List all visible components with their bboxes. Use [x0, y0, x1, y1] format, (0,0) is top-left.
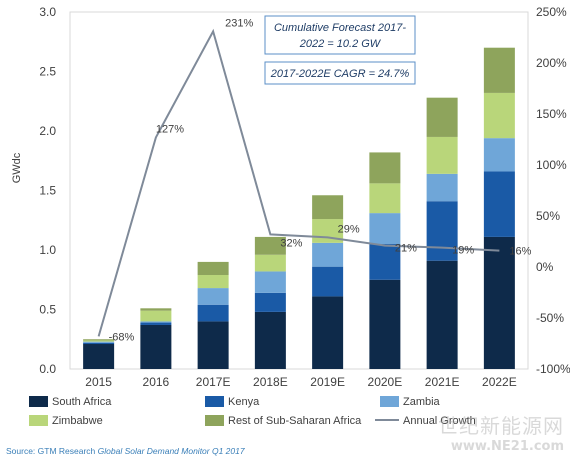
y-left-tick-label: 0.5	[39, 303, 56, 317]
bar-2018e-series-5	[254, 236, 286, 255]
bar-2020e-series-5	[369, 152, 401, 184]
bar-2015-series-4	[83, 340, 115, 342]
growth-label: 127%	[156, 123, 184, 135]
growth-label: 32%	[280, 237, 302, 249]
legend-label: Kenya	[228, 396, 260, 408]
y-right-tick-label: 0%	[536, 260, 554, 274]
y-left-tick-label: 1.5	[39, 184, 56, 198]
growth-label: 231%	[225, 17, 253, 29]
x-tick-label: 2016	[143, 375, 170, 389]
bar-2018e-series-4	[254, 254, 286, 272]
bar-2020e-series-3	[369, 213, 401, 245]
bar-2019e-series-3	[312, 242, 344, 267]
annotation-box-forecast: Cumulative Forecast 2017- 2022 = 10.2 GW	[264, 15, 416, 55]
growth-label: 19%	[452, 245, 474, 257]
y-left-tick-label: 2.0	[39, 124, 56, 138]
bar-2015-series-5	[83, 339, 115, 341]
bar-2022e-series-2	[483, 171, 515, 237]
legend-label: Rest of Sub-Saharan Africa	[228, 415, 362, 427]
legend-swatch	[205, 396, 224, 407]
bar-2022e-series-1	[483, 236, 515, 369]
y-right-tick-label: 200%	[536, 56, 567, 70]
bar-2017e-series-5	[197, 261, 229, 275]
bar-2019e-series-2	[312, 266, 344, 297]
bar-2016-series-1	[140, 324, 172, 369]
bar-2019e-series-1	[312, 296, 344, 369]
legend-swatch	[380, 396, 399, 407]
bar-2017e-series-2	[197, 304, 229, 322]
x-tick-label: 2019E	[310, 375, 345, 389]
x-tick-label: 2015	[85, 375, 112, 389]
bar-2020e-series-4	[369, 183, 401, 214]
legend-swatch	[29, 415, 48, 426]
y-right-tick-label: 150%	[536, 107, 567, 121]
legend-label: Annual Growth	[403, 415, 476, 427]
bar-2017e-series-1	[197, 321, 229, 369]
bar-2021e-series-4	[426, 136, 458, 174]
watermark-url: www.NE21.com	[450, 439, 564, 454]
bar-2021e-series-2	[426, 201, 458, 261]
x-tick-label: 2018E	[253, 375, 288, 389]
y-right-tick-label: -100%	[536, 362, 570, 376]
y-left-tick-label: 0.0	[39, 362, 56, 376]
bar-2020e-series-1	[369, 279, 401, 369]
y-left-tick-label: 2.5	[39, 65, 56, 79]
legend-swatch	[29, 396, 48, 407]
growth-label: 21%	[395, 243, 417, 255]
source-note: Source: GTM Research Global Solar Demand…	[6, 446, 245, 456]
axes: 0.0 0.5 1.0 1.5 2.0 2.5 3.0 -100% -50% 0% 50% 100% 1…	[39, 5, 570, 389]
growth-line-path	[97, 28, 500, 337]
bar-2016-series-4	[140, 310, 172, 322]
annotation-box-cagr: 2017-2022E CAGR = 24.7%	[264, 61, 416, 85]
growth-label: 16%	[509, 246, 531, 258]
bar-2018e-series-1	[254, 311, 286, 369]
bar-2021e-series-3	[426, 173, 458, 202]
y-right-tick-label: -50%	[536, 311, 564, 325]
legend: South Africa Kenya Zambia Zimbabwe Rest of S…	[29, 396, 476, 427]
annotation-cagr: 2017-2022E CAGR = 24.7%	[270, 68, 410, 80]
source-title: Global Solar Demand Monitor Q1 2017	[97, 446, 245, 456]
bar-2020e-series-2	[369, 244, 401, 280]
bar-2016-series-2	[140, 322, 172, 325]
x-tick-label: 2022E	[482, 375, 517, 389]
bar-2017e-series-3	[197, 288, 229, 305]
watermark-text: 世纪新能源网	[438, 414, 564, 438]
bar-2015-series-1	[83, 344, 115, 369]
legend-label: South Africa	[52, 396, 112, 408]
y-right-tick-label: 250%	[536, 5, 567, 19]
legend-swatch	[205, 415, 224, 426]
y-left-tick-label: 3.0	[39, 5, 56, 19]
annotation-forecast-line-2: 2022 = 10.2 GW	[299, 38, 382, 50]
bar-2016-series-5	[140, 308, 172, 311]
bar-2016-series-3	[140, 321, 172, 323]
bar-2021e-series-5	[426, 97, 458, 137]
bar-2018e-series-3	[254, 271, 286, 293]
y-left-tick-label: 1.0	[39, 243, 56, 257]
legend-label: Zimbabwe	[52, 415, 103, 427]
bar-2021e-series-1	[426, 260, 458, 369]
y-right-tick-label: 50%	[536, 209, 560, 223]
y-axis-left-label: GWdc	[11, 152, 23, 183]
growth-label: -68%	[109, 331, 135, 343]
watermark: 世纪新能源网 www.NE21.com	[438, 410, 564, 454]
bar-2018e-series-2	[254, 292, 286, 312]
growth-label: 29%	[338, 223, 360, 235]
bar-2022e-series-5	[483, 47, 515, 93]
bar-2015-series-2	[83, 342, 115, 345]
x-tick-label: 2021E	[425, 375, 460, 389]
bars	[83, 47, 515, 369]
bar-2015-series-3	[83, 341, 115, 343]
x-tick-label: 2020E	[368, 375, 403, 389]
bar-2022e-series-3	[483, 138, 515, 172]
bar-2022e-series-4	[483, 92, 515, 139]
x-tick-label: 2017E	[196, 375, 231, 389]
legend-label: Zambia	[403, 396, 441, 408]
growth-line: -68% 127% 231% 32% 29% 21% 19% 16%	[97, 17, 532, 343]
source-prefix: Source: GTM Research	[6, 446, 98, 456]
annotation-forecast-line-1: Cumulative Forecast 2017-	[274, 22, 406, 34]
bar-2019e-series-5	[312, 195, 344, 220]
bar-2017e-series-4	[197, 274, 229, 289]
y-right-tick-label: 100%	[536, 158, 567, 172]
